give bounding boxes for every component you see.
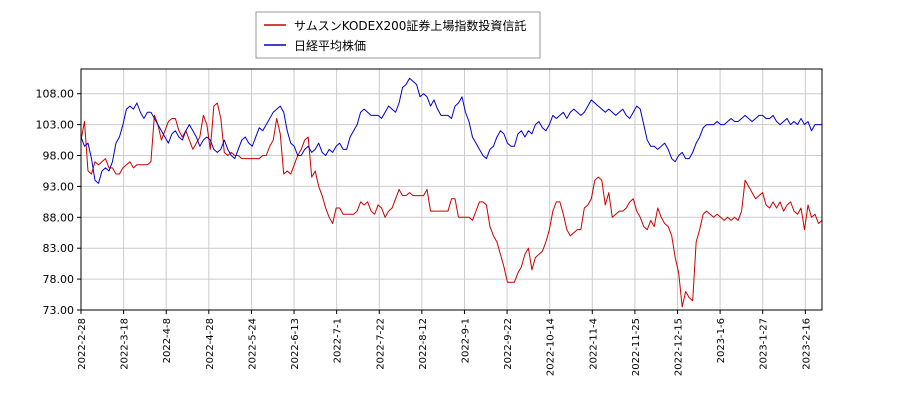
legend: サムスンKODEX200証券上場指数投資信託 日経平均株価 [255, 11, 541, 59]
x-tick-label: 2022-7-22 [375, 318, 386, 370]
x-tick-label: 2023-1-6 [716, 318, 727, 363]
x-tick-label: 2022-2-28 [77, 318, 88, 370]
x-tick-label: 2022-11-25 [631, 318, 642, 376]
x-tick-label: 2022-6-13 [290, 318, 301, 370]
y-tick-label: 78.00 [43, 273, 75, 286]
x-tick-label: 2022-9-22 [503, 318, 514, 370]
y-tick-label: 73.00 [43, 304, 75, 317]
x-tick-label: 2022-3-18 [120, 318, 131, 370]
y-tick-label: 108.00 [36, 88, 75, 101]
series-layer [80, 77, 823, 308]
x-tick-label: 2022-11-4 [588, 318, 599, 370]
x-tick-label: 2023-2-16 [801, 318, 812, 370]
x-tick-label: 2022-8-12 [418, 318, 429, 370]
y-axis: 73.00 78.00 83.00 88.00 93.00 98.00 103.00 108.… [36, 88, 81, 317]
legend-label-series-1: サムスンKODEX200証券上場指数投資信託 [294, 18, 526, 33]
x-tick-label: 2023-1-27 [759, 318, 770, 370]
x-tick-label: 2022-9-1 [460, 318, 471, 363]
x-axis: 2022-2-28 2022-3-18 2022-4-8 2022-4-28 2022-… [77, 310, 812, 376]
y-tick-label: 83.00 [43, 242, 75, 255]
x-tick-label: 2022-4-8 [162, 318, 173, 363]
series-line-2 [80, 77, 822, 184]
x-tick-label: 2022-7-1 [333, 318, 344, 363]
plot-frame [80, 68, 823, 311]
legend-box [255, 11, 541, 59]
legend-label-series-2: 日経平均株価 [294, 38, 366, 53]
y-tick-label: 93.00 [43, 180, 75, 193]
x-tick-label: 2022-10-14 [546, 318, 557, 376]
x-tick-label: 2022-5-24 [247, 318, 258, 370]
y-tick-label: 98.00 [43, 150, 75, 163]
x-tick-label: 2022-4-28 [205, 318, 216, 370]
series-line-1 [80, 102, 823, 308]
grid-lines [80, 69, 822, 311]
x-tick-label: 2022-12-15 [674, 318, 685, 376]
y-tick-label: 88.00 [43, 211, 75, 224]
y-tick-label: 103.00 [36, 119, 75, 132]
